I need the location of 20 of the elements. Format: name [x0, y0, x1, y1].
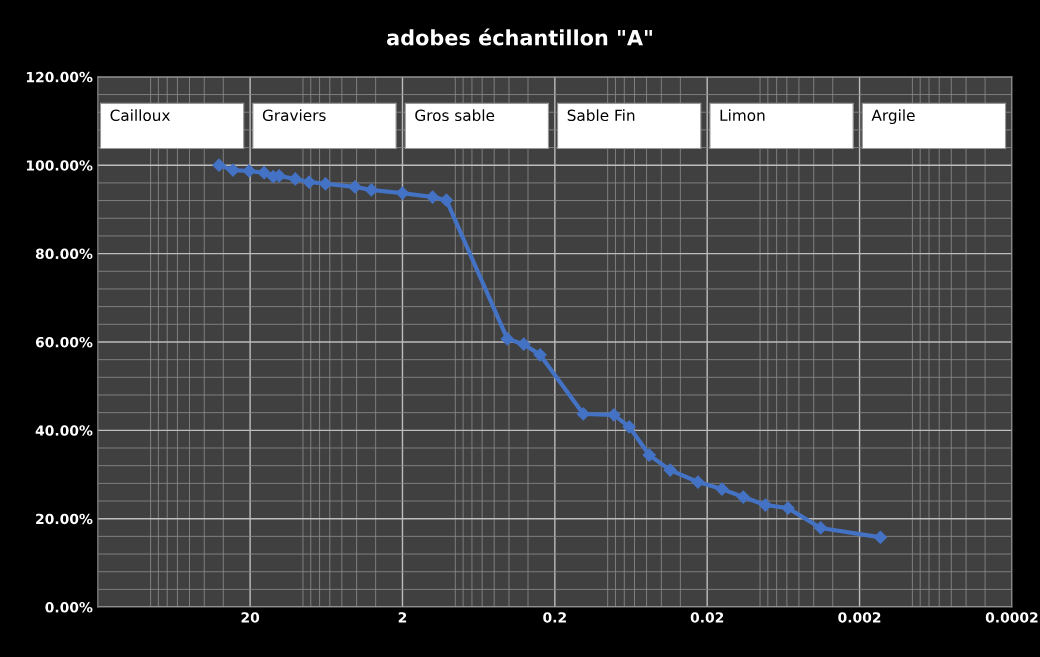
y-tick-label: 0.00%	[45, 602, 93, 613]
annotation: Gros sable	[415, 109, 495, 122]
annotation: Argile	[871, 109, 915, 125]
chart-title: adobes échantillon "A"	[387, 28, 652, 46]
annotation: Sable Fin	[567, 109, 635, 122]
x-tick-label: 20	[241, 612, 260, 623]
y-tick-label: 20.00%	[36, 513, 93, 525]
y-tick-label: 40.00%	[35, 425, 93, 436]
x-tick-label: 0.002	[838, 612, 881, 623]
annotation: Limon	[720, 109, 765, 122]
y-tick-label: 120.00%	[26, 71, 93, 83]
x-tick-label: 2	[398, 612, 407, 623]
x-tick-label: 0.02	[690, 612, 724, 623]
y-tick-label: 100.00%	[26, 160, 93, 171]
y-tick-label: 80.00%	[35, 248, 93, 260]
x-tick-label: 0.0002	[985, 612, 1038, 623]
y-tick-label: 60.00%	[35, 336, 93, 348]
annotation: Cailloux	[110, 109, 170, 122]
x-tick-label: 0.2	[543, 612, 566, 623]
annotation: Graviers	[262, 109, 326, 122]
